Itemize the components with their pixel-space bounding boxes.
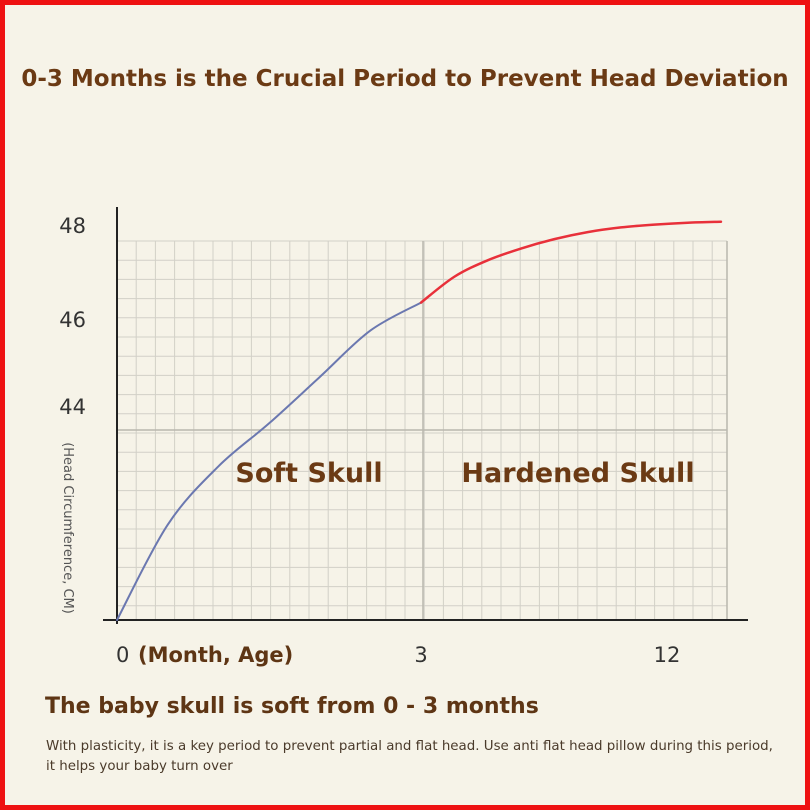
region-label-soft-skull: Soft Skull bbox=[235, 458, 382, 489]
series-line-soft-skull bbox=[116, 301, 422, 621]
caption-body: With plasticity, it is a key period to p… bbox=[46, 739, 773, 774]
x-axis-label: (Month, Age) bbox=[138, 643, 293, 667]
y-axis-label: (Head Circumference, CM) bbox=[60, 442, 75, 614]
page-title: 0-3 Months is the Crucial Period to Prev… bbox=[21, 66, 789, 92]
x-tick-label-0: 0 bbox=[116, 643, 129, 667]
y-tick-label-48: 48 bbox=[59, 214, 86, 238]
series-line-hardened-skull bbox=[419, 220, 723, 304]
x-tick-label-3: 3 bbox=[414, 643, 427, 667]
region-label-hardened-skull: Hardened Skull bbox=[461, 458, 694, 489]
y-tick-label-46: 46 bbox=[59, 308, 86, 332]
x-tick-label-12: 12 bbox=[654, 643, 681, 667]
series-layer bbox=[116, 220, 723, 621]
chart-grid bbox=[117, 240, 728, 620]
caption-heading: The baby skull is soft from 0 - 3 months bbox=[45, 694, 539, 719]
y-tick-label-44: 44 bbox=[59, 395, 86, 419]
